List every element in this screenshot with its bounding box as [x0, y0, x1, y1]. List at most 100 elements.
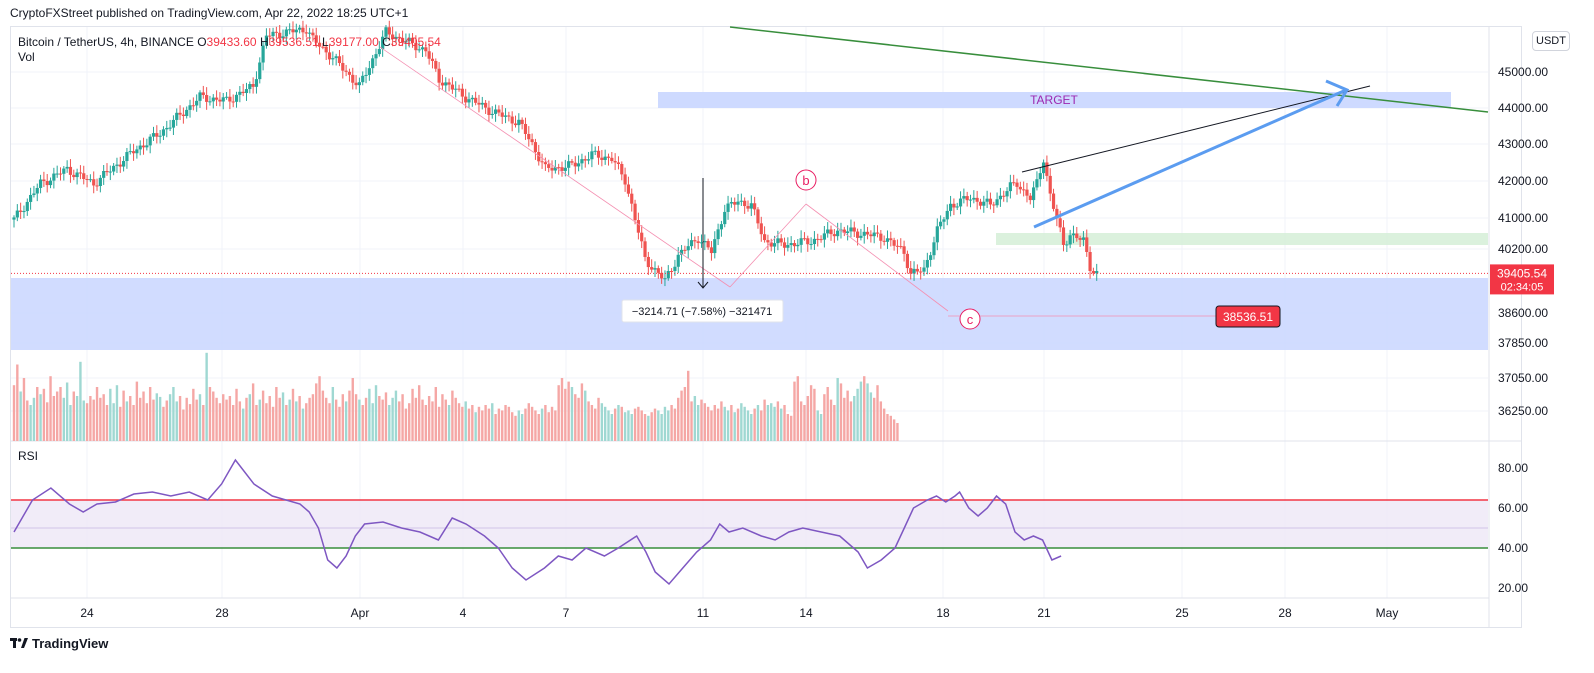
candle-body — [254, 79, 259, 87]
volume-bar — [222, 394, 225, 441]
candle-body — [131, 151, 136, 154]
descending-trendline — [729, 26, 1489, 113]
target-label: TARGET — [1030, 93, 1078, 107]
volume-bar — [700, 399, 703, 441]
candle-body — [258, 62, 262, 80]
candle-body — [640, 232, 644, 242]
candle-body — [1091, 270, 1095, 274]
candle-body — [985, 198, 989, 202]
volume-bar — [617, 405, 620, 441]
candle-body — [88, 179, 92, 181]
volume-bar — [251, 383, 255, 441]
volume-bar — [238, 401, 242, 441]
volume-bar — [168, 394, 172, 441]
candle-body — [842, 229, 846, 234]
currency-button[interactable]: USDT — [1532, 31, 1570, 51]
volume-bar — [218, 403, 222, 441]
candle-body — [656, 268, 660, 273]
volume-bar — [148, 387, 152, 441]
candle-body — [892, 240, 896, 246]
candle-body — [955, 206, 959, 208]
volume-bar — [756, 405, 760, 441]
volume-bar — [288, 399, 291, 441]
volume-bar — [760, 410, 763, 441]
projection-arrowhead — [1325, 79, 1350, 107]
candle-body — [560, 167, 564, 171]
price-tick-label: 45000.00 — [1498, 65, 1548, 79]
candle-body — [683, 249, 687, 251]
rsi-tick-label: 60.00 — [1498, 501, 1528, 515]
volume-bar — [334, 399, 338, 441]
candle-body — [1065, 244, 1069, 246]
candle-body — [497, 109, 501, 113]
volume-bar — [447, 405, 451, 441]
volume-bar — [560, 378, 564, 441]
volume-bar — [32, 397, 36, 441]
candle-body — [925, 259, 929, 268]
volume-bar — [175, 401, 178, 441]
candle-body — [829, 229, 833, 235]
candle-body — [686, 246, 690, 251]
volume-bar — [630, 414, 633, 441]
candle-body — [772, 243, 777, 247]
candle-body — [19, 210, 23, 212]
volume-bar — [178, 396, 182, 441]
volume-bar — [537, 414, 540, 441]
volume-bar — [896, 423, 899, 441]
volume-bar — [371, 403, 374, 441]
volume-bar — [119, 406, 122, 441]
volume-bar — [421, 399, 424, 441]
volume-bar — [454, 397, 457, 441]
volume-bar — [348, 390, 351, 441]
volume-bar — [853, 396, 856, 441]
time-tick-label: 4 — [460, 606, 467, 620]
candle-body — [703, 241, 707, 243]
candle-body — [371, 58, 375, 69]
candle-body — [746, 206, 750, 209]
volume-bar — [16, 364, 19, 441]
volume-bar — [660, 414, 663, 441]
candle-body — [354, 82, 358, 86]
candle-body — [503, 115, 508, 117]
volume-bar — [109, 388, 112, 441]
candle-body — [301, 27, 305, 33]
candle-body — [988, 198, 993, 205]
volume-bar — [497, 408, 501, 441]
volume-bar — [557, 385, 560, 441]
volume-bar — [603, 406, 607, 441]
candle-body — [218, 99, 222, 102]
volume-bar — [743, 406, 746, 441]
volume-bar — [361, 405, 364, 441]
candle-body — [952, 203, 956, 208]
candle-body — [351, 74, 355, 83]
volume-bar — [271, 406, 275, 441]
volume-bar — [265, 403, 268, 441]
candle-body — [733, 202, 737, 205]
candle-body — [869, 234, 873, 237]
candle-body — [726, 203, 730, 212]
candle-body — [816, 238, 820, 240]
candle-body — [849, 227, 853, 232]
candle-body — [1061, 227, 1066, 245]
volume-bar — [753, 408, 756, 441]
open-label: O — [197, 35, 207, 49]
volume-bar — [534, 410, 537, 441]
candle-body — [248, 84, 252, 90]
volume-bar — [305, 403, 308, 441]
candle-body — [344, 70, 348, 72]
candle-body — [729, 202, 733, 204]
high-value: 39536.51 — [268, 35, 319, 49]
candle-body — [175, 112, 179, 120]
candle-body — [593, 150, 597, 152]
candle-body — [52, 173, 56, 181]
candle-body — [776, 238, 780, 244]
volume-bar — [142, 391, 145, 441]
candle-body — [620, 164, 624, 175]
candle-body — [15, 210, 19, 218]
candle-body — [404, 41, 408, 43]
volume-bar — [165, 400, 168, 441]
price-tick-label: 36250.00 — [1498, 404, 1548, 418]
candle-body — [158, 135, 162, 137]
chart-frame — [10, 26, 1522, 628]
